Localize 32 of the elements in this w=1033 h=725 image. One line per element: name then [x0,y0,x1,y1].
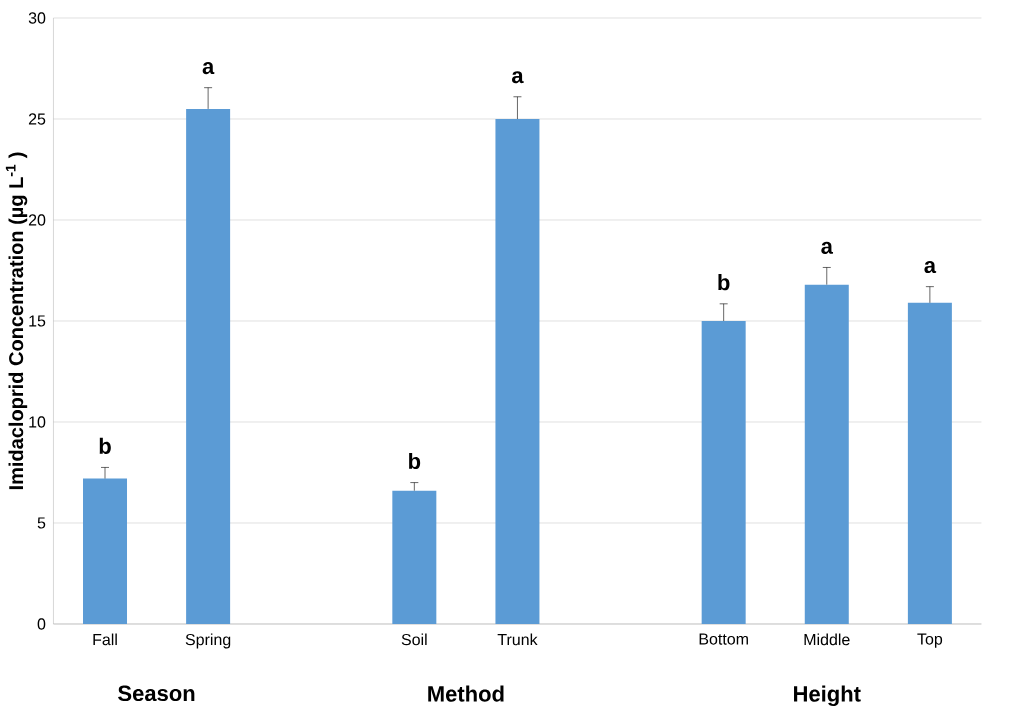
annotation: a [511,71,524,84]
x-tick-label: Spring [185,633,231,649]
text: Method [428,685,504,702]
y-tick-label: 15 [29,315,46,327]
bar [83,478,128,624]
annotation: a [924,261,937,274]
annotation: a [821,241,834,254]
x-tick-label: Soil [401,633,427,646]
x-tick-label: Top [917,633,943,648]
bar [392,490,437,624]
y-tick-label: 0 [37,618,46,630]
y-tick-label: 20 [28,214,46,226]
x-tick-label: Middle [804,633,850,646]
bar [495,118,540,624]
text: Height [794,685,861,707]
y-tick-label: 5 [37,517,46,529]
y-tick-label: 30 [28,12,46,24]
bar [907,302,952,624]
x-tick-label: Fall [93,633,117,646]
bar [804,284,849,624]
y-axis-title: Imidacloprid Concentration (µg L$^{-1}$ ) [5,152,28,490]
y-tick-label: 10 [29,416,46,428]
x-tick-label: Trunk [497,633,538,646]
y-tick-label: 25 [28,113,46,125]
annotation: b [409,452,421,470]
bar [701,320,746,624]
x-tick-label: Bottom [699,633,748,645]
bar [186,108,231,624]
annotation: b [718,274,730,291]
text: Season [118,685,195,702]
annotation: b [99,437,111,454]
annotation: a [202,62,215,75]
